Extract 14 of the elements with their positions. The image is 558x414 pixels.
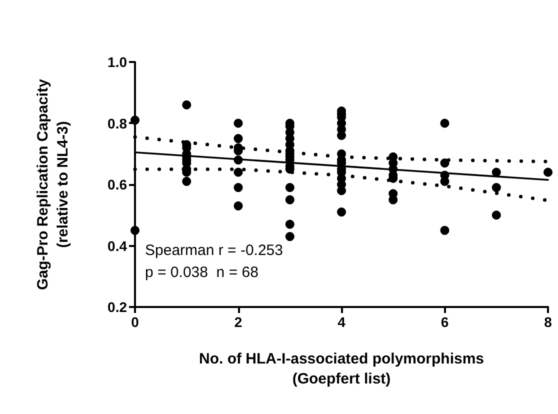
y-tick-label: 0.4 [108,238,128,254]
x-tick-label: 4 [338,314,346,330]
annotation: Spearman r = -0.253 [145,242,283,259]
x-tick-label: 6 [440,314,449,330]
x-tick-label: 0 [131,314,140,330]
y-tick-label: 0.8 [108,115,128,132]
y-tick-label: 1.0 [108,54,128,70]
x-axis-title: No. of HLA-I-associated polymorphisms (Goepfert list) [198,350,484,388]
x-tick-label: 2 [234,314,242,330]
annotation: p = 0.038 n = 68 [145,264,258,281]
y-tick-label: 0.2 [108,299,128,315]
y-axis-title: Gag-Pro Replication Capacity (relative to NL4-3) [34,78,72,290]
y-tick-label: 0.6 [108,176,128,192]
x-tick-label: 8 [544,314,552,330]
